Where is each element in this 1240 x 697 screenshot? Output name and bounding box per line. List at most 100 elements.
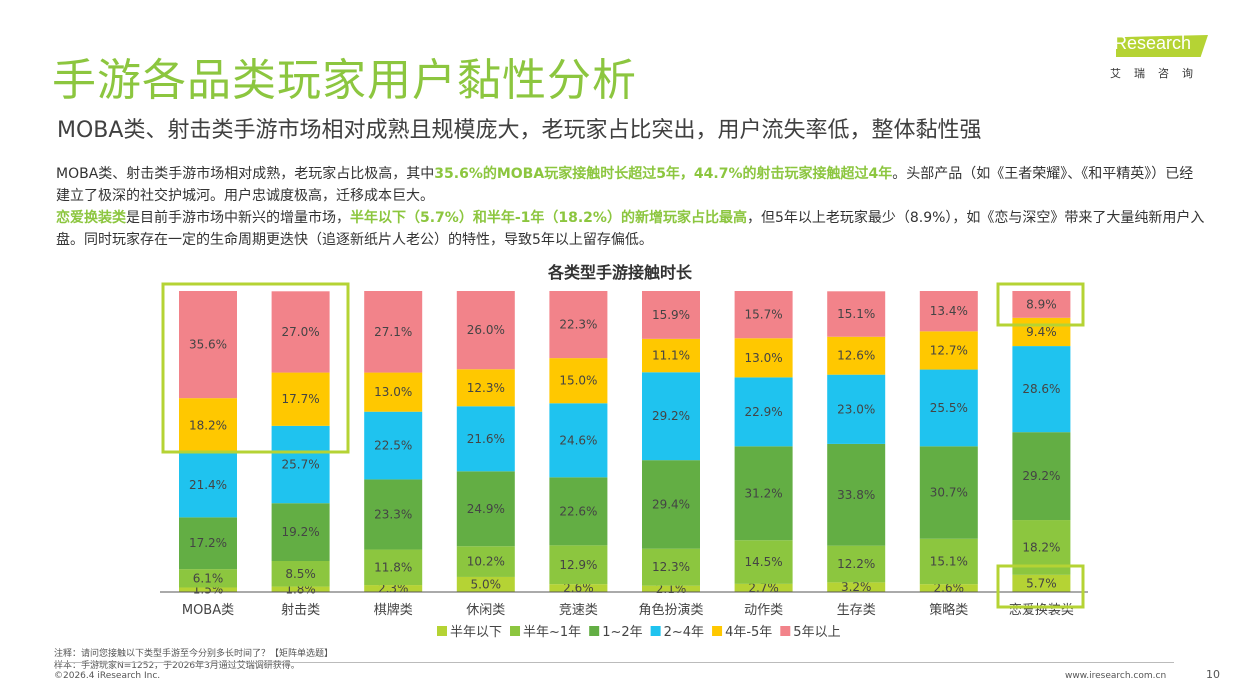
- data-label: 17.2%: [189, 536, 227, 550]
- bar-segment: [642, 460, 700, 549]
- bar-segment: [1012, 291, 1071, 318]
- bar-segment: [1012, 574, 1071, 592]
- bar-segment: [364, 372, 423, 412]
- bar-segment: [827, 374, 886, 444]
- legend-swatch: [510, 626, 521, 636]
- bar-segment: [734, 377, 793, 447]
- legend-label: 半年~1年: [523, 625, 581, 640]
- data-label: 18.2%: [189, 419, 227, 433]
- data-label: 29.2%: [652, 409, 690, 423]
- data-label: 15.1%: [837, 307, 875, 321]
- logo-cn: 艾瑞咨询: [1110, 67, 1206, 80]
- data-label: 15.0%: [559, 374, 597, 388]
- data-label: 30.7%: [930, 486, 968, 500]
- chart-title: 各类型手游接触时长: [547, 263, 692, 282]
- bar-segment: [734, 291, 793, 339]
- data-label: 22.3%: [559, 318, 597, 332]
- legend-label: 2~4年: [664, 625, 704, 640]
- data-label: 10.2%: [467, 555, 505, 569]
- bar-segment: [919, 331, 978, 370]
- bar-segment: [364, 585, 423, 592]
- data-label: 15.9%: [652, 308, 690, 322]
- data-label: 21.4%: [189, 478, 227, 492]
- bar-segment: [179, 517, 237, 570]
- copyright: ©2026.4 iResearch Inc.: [54, 671, 161, 681]
- bar-segment: [827, 582, 886, 592]
- bar-segment: [549, 545, 608, 585]
- legend-swatch: [712, 626, 723, 636]
- bar-segment: [1012, 432, 1071, 521]
- bar-segment: [179, 398, 237, 453]
- data-label: 11.1%: [652, 349, 690, 363]
- logo-text: iResearch: [1110, 33, 1192, 53]
- paragraph-1: MOBA类、射击类手游市场相对成熟，老玩家占比极高，其中35.6%的MOBA玩家…: [56, 166, 1194, 204]
- bar-segment: [919, 538, 978, 585]
- category-label: MOBA类: [182, 603, 234, 618]
- bar-segment: [271, 425, 330, 504]
- highlight-box-5yr: [996, 282, 1085, 327]
- bar-segment: [456, 291, 515, 370]
- bar-segment: [734, 540, 793, 584]
- data-label: 28.6%: [1022, 382, 1060, 396]
- bar-segment: [1012, 317, 1071, 347]
- legend-label: 半年以下: [450, 625, 502, 640]
- data-label: 12.7%: [930, 343, 968, 357]
- bar-segment: [456, 546, 515, 577]
- bar-segment: [271, 503, 330, 561]
- bar-segment: [179, 587, 237, 592]
- bar-segment: [364, 291, 423, 373]
- data-label: 35.6%: [189, 338, 227, 352]
- footnote: 注释：请问您接触以下类型手游至今分别多长时间了？【矩阵单选题】: [54, 649, 334, 659]
- data-label: 21.6%: [467, 432, 505, 446]
- bar-segment: [919, 446, 978, 539]
- data-label: 6.1%: [193, 571, 224, 585]
- page-number: 10: [1206, 668, 1220, 681]
- data-label: 15.7%: [745, 308, 783, 322]
- legend-label: 1~2年: [602, 625, 642, 640]
- bar-segment: [919, 291, 978, 332]
- category-label: 角色扮演类: [638, 602, 703, 618]
- bar-segment: [734, 446, 793, 541]
- data-label: 23.0%: [837, 402, 875, 416]
- bar-segment: [734, 338, 793, 378]
- data-label: 3.2%: [841, 580, 872, 594]
- bar-segment: [179, 452, 237, 518]
- legend-swatch: [780, 626, 791, 636]
- data-label: 14.5%: [745, 555, 783, 569]
- data-label: 8.9%: [1026, 297, 1057, 311]
- category-label: 棋牌类: [374, 602, 413, 618]
- legend-label: 4年-5年: [725, 625, 772, 640]
- data-label: 22.6%: [559, 504, 597, 518]
- bar-segment: [549, 291, 608, 359]
- category-label: 生存类: [837, 603, 876, 618]
- footer-divider: [54, 662, 1174, 663]
- category-label: 射击类: [281, 602, 320, 618]
- bar-segment: [271, 372, 330, 426]
- data-label: 11.8%: [374, 560, 412, 574]
- bar-segment: [642, 291, 700, 339]
- data-label: 24.9%: [467, 502, 505, 516]
- bar-segment: [549, 477, 608, 546]
- data-label: 27.0%: [282, 325, 320, 339]
- bar-segment: [364, 479, 423, 550]
- iresearch-logo: iResearch 艾瑞咨询: [1108, 33, 1208, 83]
- bar-segment: [271, 560, 330, 587]
- data-label: 33.8%: [837, 488, 875, 502]
- data-label: 9.4%: [1026, 325, 1057, 339]
- bar-segment: [456, 576, 515, 592]
- bar-segment: [456, 369, 515, 407]
- bar-segment: [827, 336, 886, 375]
- page-subtitle: MOBA类、射击类手游市场相对成熟且规模庞大，老玩家占比突出，用户流失率低，整体…: [57, 118, 982, 143]
- paragraph-2: 恋爱换装类是目前手游市场中新兴的增量市场，半年以下（5.7%）和半年-1年（18…: [56, 210, 1205, 248]
- data-label: 29.2%: [1022, 469, 1060, 483]
- data-label: 8.5%: [285, 567, 316, 581]
- data-label: 26.0%: [467, 323, 505, 337]
- data-label: 24.6%: [559, 433, 597, 447]
- bar-segment: [1012, 346, 1071, 433]
- page-title: 手游各品类玩家用户黏性分析: [52, 55, 637, 106]
- highlight-box-under-half-year: [996, 564, 1085, 609]
- data-label: 12.9%: [559, 558, 597, 572]
- data-label: 25.7%: [282, 458, 320, 472]
- category-label: 竞速类: [559, 602, 598, 618]
